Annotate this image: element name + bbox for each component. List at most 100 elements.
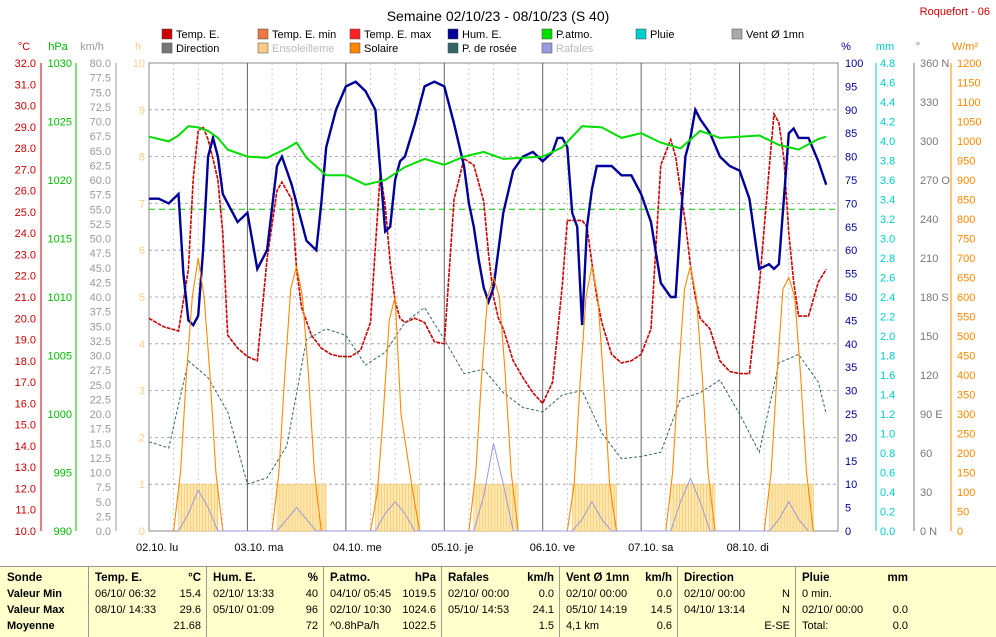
stats-column: Pluie mm 0 min. 02/10/ 00:00 0.0 Total: 0.0 xyxy=(795,567,914,637)
temp-axis-tick: 29.0 xyxy=(15,122,36,134)
sun-axis-tick: 2 xyxy=(139,432,145,444)
wind-axis-tick: 15.0 xyxy=(90,438,111,450)
stats-col-name: Vent Ø 1mn xyxy=(566,572,630,584)
legend-label: P.atmo. xyxy=(556,29,593,41)
solar-axis-tick: 650 xyxy=(957,273,975,285)
rain-axis-tick: 4.8 xyxy=(880,58,895,70)
temp-axis-tick: 19.0 xyxy=(15,335,36,347)
stats-col-name: P.atmo. xyxy=(330,572,371,584)
wind-axis-tick: 10.0 xyxy=(90,468,111,480)
stats-column: Direction 02/10/ 00:00 N 04/10/ 13:14 N E-SE xyxy=(677,567,796,637)
stats-col-name: Temp. E. xyxy=(95,572,143,584)
legend-label: Vent Ø 1mn xyxy=(746,29,804,41)
temp-axis-tick: 23.0 xyxy=(15,249,36,261)
temp-axis-tick: 21.0 xyxy=(15,292,36,304)
temp-axis-tick: 18.0 xyxy=(15,356,36,368)
dir-axis-unit: ° xyxy=(916,41,920,53)
sun-axis-tick: 3 xyxy=(139,386,145,398)
wind-axis-tick: 60.0 xyxy=(90,175,111,187)
row-label-max: Valeur Max xyxy=(7,604,65,616)
wind-axis-tick: 30.0 xyxy=(90,351,111,363)
legend-swatch xyxy=(161,28,173,40)
rain-axis-tick: 1.6 xyxy=(880,370,895,382)
day-label: 02.10. lu xyxy=(136,542,178,554)
wind-axis-tick: 35.0 xyxy=(90,321,111,333)
solar-axis-tick: 300 xyxy=(957,409,975,421)
stats-max-value: 1024.6 xyxy=(402,604,436,616)
stats-column: Temp. E. °C 06/10/ 06:32 15.4 08/10/ 14:33 29… xyxy=(88,567,207,637)
stats-avg-value: 72 xyxy=(305,620,318,632)
hum-axis-tick: 50 xyxy=(845,292,857,304)
stats-col-name: Rafales xyxy=(448,572,489,584)
hum-axis-tick: 75 xyxy=(845,175,857,187)
solar-axis-tick: 0 xyxy=(957,526,963,538)
stats-avg-value: 21.68 xyxy=(173,620,201,632)
temp-axis-tick: 32.0 xyxy=(15,58,36,70)
solar-axis-tick: 1050 xyxy=(957,117,981,129)
sun-axis-unit: h xyxy=(135,41,141,53)
solar-axis-tick: 850 xyxy=(957,195,975,207)
sun-axis-tick: 7 xyxy=(139,198,145,210)
temp-axis-tick: 27.0 xyxy=(15,164,36,176)
wind-axis-tick: 7.5 xyxy=(96,482,111,494)
stats-avg-label: 4,1 km xyxy=(566,620,600,632)
solar-axis-tick: 550 xyxy=(957,312,975,324)
series-humidity xyxy=(149,80,828,328)
stats-min-date: 02/10/ 13:33 xyxy=(213,588,275,600)
solar-axis-tick: 500 xyxy=(957,331,975,343)
wind-axis-tick: 0.0 xyxy=(96,526,111,538)
wind-axis-tick: 40.0 xyxy=(90,292,111,304)
stats-avg-value: 1022.5 xyxy=(402,620,436,632)
wind-axis-tick: 17.5 xyxy=(90,424,111,436)
rain-axis-tick: 3.6 xyxy=(880,175,895,187)
temp-axis-tick: 26.0 xyxy=(15,186,36,198)
stats-min-value: N xyxy=(782,588,790,600)
stats-row-labels: Sonde Valeur Min Valeur Max Moyenne xyxy=(0,567,88,637)
hum-axis-tick: 85 xyxy=(845,128,857,140)
hum-axis-tick: 35 xyxy=(845,362,857,374)
hum-axis-tick: 20 xyxy=(845,432,857,444)
series-temp xyxy=(148,111,827,405)
day-label: 08.10. di xyxy=(727,542,769,554)
rain-axis-tick: 4.4 xyxy=(880,97,895,109)
rain-axis-tick: 3.2 xyxy=(880,214,895,226)
legend-label: Temp. E. min xyxy=(272,29,336,41)
stats-min-date: 02/10/ 00:00 xyxy=(684,588,746,600)
station-name: Roquefort - 06 xyxy=(920,6,990,18)
press-axis-tick: 1030 xyxy=(48,58,72,70)
wind-axis-tick: 72.5 xyxy=(90,102,111,114)
sunshine-bar xyxy=(473,483,519,532)
wind-axis-tick: 32.5 xyxy=(90,336,111,348)
stats-max-date: 02/10/ 00:00 xyxy=(802,604,864,616)
series-pressure xyxy=(148,125,827,186)
solar-axis-tick: 1100 xyxy=(957,97,981,109)
temp-axis-tick: 10.0 xyxy=(15,526,36,538)
wind-axis-tick: 20.0 xyxy=(90,409,111,421)
hum-axis-tick: 70 xyxy=(845,198,857,210)
rain-axis-tick: 2.2 xyxy=(880,312,895,324)
dir-axis-tick: 30 xyxy=(920,487,932,499)
legend-label: Rafales xyxy=(556,43,594,55)
hum-axis-tick: 80 xyxy=(845,152,857,164)
dir-axis-tick: 300 xyxy=(920,136,938,148)
solar-axis-tick: 350 xyxy=(957,390,975,402)
series-gusts xyxy=(178,443,809,532)
sun-axis-tick: 6 xyxy=(139,245,145,257)
legend-swatch xyxy=(447,42,459,54)
press-axis-tick: 1000 xyxy=(48,409,72,421)
rain-axis-tick: 0.0 xyxy=(880,526,895,538)
row-label-sonde: Sonde xyxy=(7,572,43,584)
stats-col-unit: mm xyxy=(887,572,908,584)
solar-axis-tick: 900 xyxy=(957,175,975,187)
series-solar xyxy=(173,257,814,532)
dir-axis-tick: 120 xyxy=(920,370,938,382)
row-label-avg: Moyenne xyxy=(7,620,55,632)
rain-axis-tick: 4.6 xyxy=(880,78,895,90)
wind-axis-tick: 2.5 xyxy=(96,511,111,523)
legend-label: Hum. E. xyxy=(462,29,502,41)
hum-axis-tick: 25 xyxy=(845,409,857,421)
hum-axis-tick: 90 xyxy=(845,105,857,117)
hum-axis-tick: 95 xyxy=(845,81,857,93)
stats-col-name: Direction xyxy=(684,572,734,584)
temp-axis-tick: 17.0 xyxy=(15,377,36,389)
